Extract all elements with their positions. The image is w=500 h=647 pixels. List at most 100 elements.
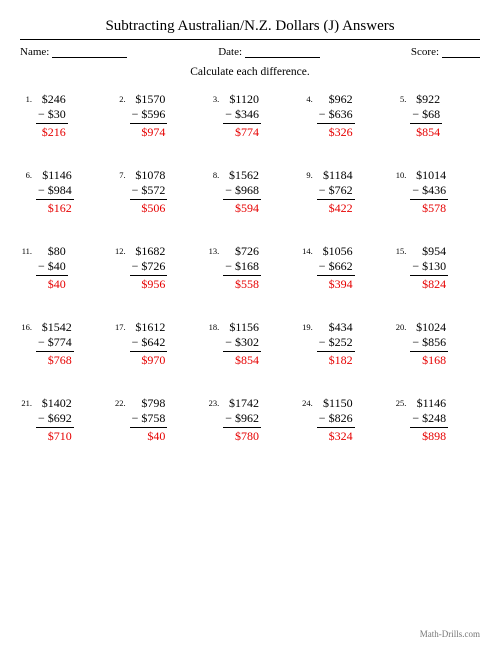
problem-number: 9. [301, 168, 313, 180]
minuend: $1562 [223, 168, 261, 183]
problem: 6.$1146− $984$162 [20, 168, 106, 216]
minuend: $1542 [36, 320, 74, 335]
minuend: $1146 [36, 168, 74, 183]
minuend: $1078 [130, 168, 168, 183]
subtrahend: − $774 [36, 335, 74, 352]
answer: $168 [410, 352, 448, 368]
subtrahend: − $168 [223, 259, 261, 276]
problem: 9.$1184− $762$422 [301, 168, 387, 216]
answer: $594 [223, 200, 261, 216]
problem-number: 23. [207, 396, 219, 408]
problem-number: 15. [394, 244, 406, 256]
minuend: $922 [410, 92, 442, 107]
date-blank[interactable] [245, 47, 320, 58]
minuend: $1056 [317, 244, 355, 259]
subtrahend: − $436 [410, 183, 448, 200]
problem: 5.$922− $68$854 [394, 92, 480, 140]
subtrahend: − $636 [317, 107, 355, 124]
subtrahend: − $962 [223, 411, 261, 428]
title-rule [20, 39, 480, 40]
subtrahend: − $968 [223, 183, 261, 200]
subtrahend: − $984 [36, 183, 74, 200]
minuend: $1184 [317, 168, 355, 183]
answer: $578 [410, 200, 448, 216]
answer: $324 [317, 428, 355, 444]
problem-stack: $80− $40$40 [36, 244, 68, 292]
problem: 14.$1056− $662$394 [301, 244, 387, 292]
problem-stack: $246− $30$216 [36, 92, 68, 140]
problem-number: 1. [20, 92, 32, 104]
problem-stack: $1146− $984$162 [36, 168, 74, 216]
answer: $974 [130, 124, 168, 140]
answer: $558 [223, 276, 261, 292]
minuend: $1024 [410, 320, 448, 335]
subtrahend: − $642 [130, 335, 168, 352]
problem-stack: $434− $252$182 [317, 320, 355, 368]
minuend: $80 [36, 244, 68, 259]
minuend: $1612 [130, 320, 168, 335]
problem-stack: $1742− $962$780 [223, 396, 261, 444]
problem-number: 8. [207, 168, 219, 180]
subtrahend: − $346 [223, 107, 261, 124]
answer: $40 [130, 428, 168, 444]
subtrahend: − $30 [36, 107, 68, 124]
subtrahend: − $758 [130, 411, 168, 428]
subtrahend: − $826 [317, 411, 355, 428]
problem: 25.$1146− $248$898 [394, 396, 480, 444]
answer: $780 [223, 428, 261, 444]
subtrahend: − $692 [36, 411, 74, 428]
answer: $854 [223, 352, 261, 368]
problem-stack: $962− $636$326 [317, 92, 355, 140]
answer: $824 [410, 276, 448, 292]
footer-text: Math-Drills.com [420, 629, 480, 639]
subtrahend: − $68 [410, 107, 442, 124]
minuend: $726 [223, 244, 261, 259]
problem-stack: $726− $168$558 [223, 244, 261, 292]
name-blank[interactable] [52, 47, 127, 58]
problem-stack: $1056− $662$394 [317, 244, 355, 292]
answer: $710 [36, 428, 74, 444]
minuend: $954 [410, 244, 448, 259]
minuend: $1402 [36, 396, 74, 411]
minuend: $798 [130, 396, 168, 411]
problem: 1. $246− $30$216 [20, 92, 106, 140]
score-blank[interactable] [442, 47, 480, 58]
answer: $162 [36, 200, 74, 216]
answer: $956 [130, 276, 168, 292]
problem: 8. $1562− $968$594 [207, 168, 293, 216]
problem-number: 12. [114, 244, 126, 256]
problem-number: 11. [20, 244, 32, 256]
problem-stack: $1562− $968$594 [223, 168, 261, 216]
problem-number: 16. [20, 320, 32, 332]
problem-stack: $1542− $774$768 [36, 320, 74, 368]
subtrahend: − $596 [130, 107, 168, 124]
minuend: $1682 [130, 244, 168, 259]
answer: $182 [317, 352, 355, 368]
score-field: Score: [411, 46, 480, 58]
problem: 22.$798− $758$40 [114, 396, 200, 444]
problem: 10.$1014− $436$578 [394, 168, 480, 216]
page-title: Subtracting Australian/N.Z. Dollars (J) … [20, 18, 480, 35]
problem-stack: $1570− $596$974 [130, 92, 168, 140]
answer: $768 [36, 352, 74, 368]
problem-stack: $1078− $572$506 [130, 168, 168, 216]
answer: $40 [36, 276, 68, 292]
problem-stack: $798− $758$40 [130, 396, 168, 444]
minuend: $1156 [223, 320, 261, 335]
problem-number: 13. [207, 244, 219, 256]
problem: 15.$954− $130$824 [394, 244, 480, 292]
subtrahend: − $726 [130, 259, 168, 276]
answer: $216 [36, 124, 68, 140]
problem: 13. $726− $168$558 [207, 244, 293, 292]
subtrahend: − $856 [410, 335, 448, 352]
problem: 11. $80− $40$40 [20, 244, 106, 292]
date-field: Date: [218, 46, 320, 58]
problem: 2.$1570− $596$974 [114, 92, 200, 140]
minuend: $962 [317, 92, 355, 107]
problem-stack: $1682− $726$956 [130, 244, 168, 292]
name-field: Name: [20, 46, 127, 58]
problem-number: 7. [114, 168, 126, 180]
answer: $854 [410, 124, 442, 140]
problem-number: 3. [207, 92, 219, 104]
problem-number: 24. [301, 396, 313, 408]
